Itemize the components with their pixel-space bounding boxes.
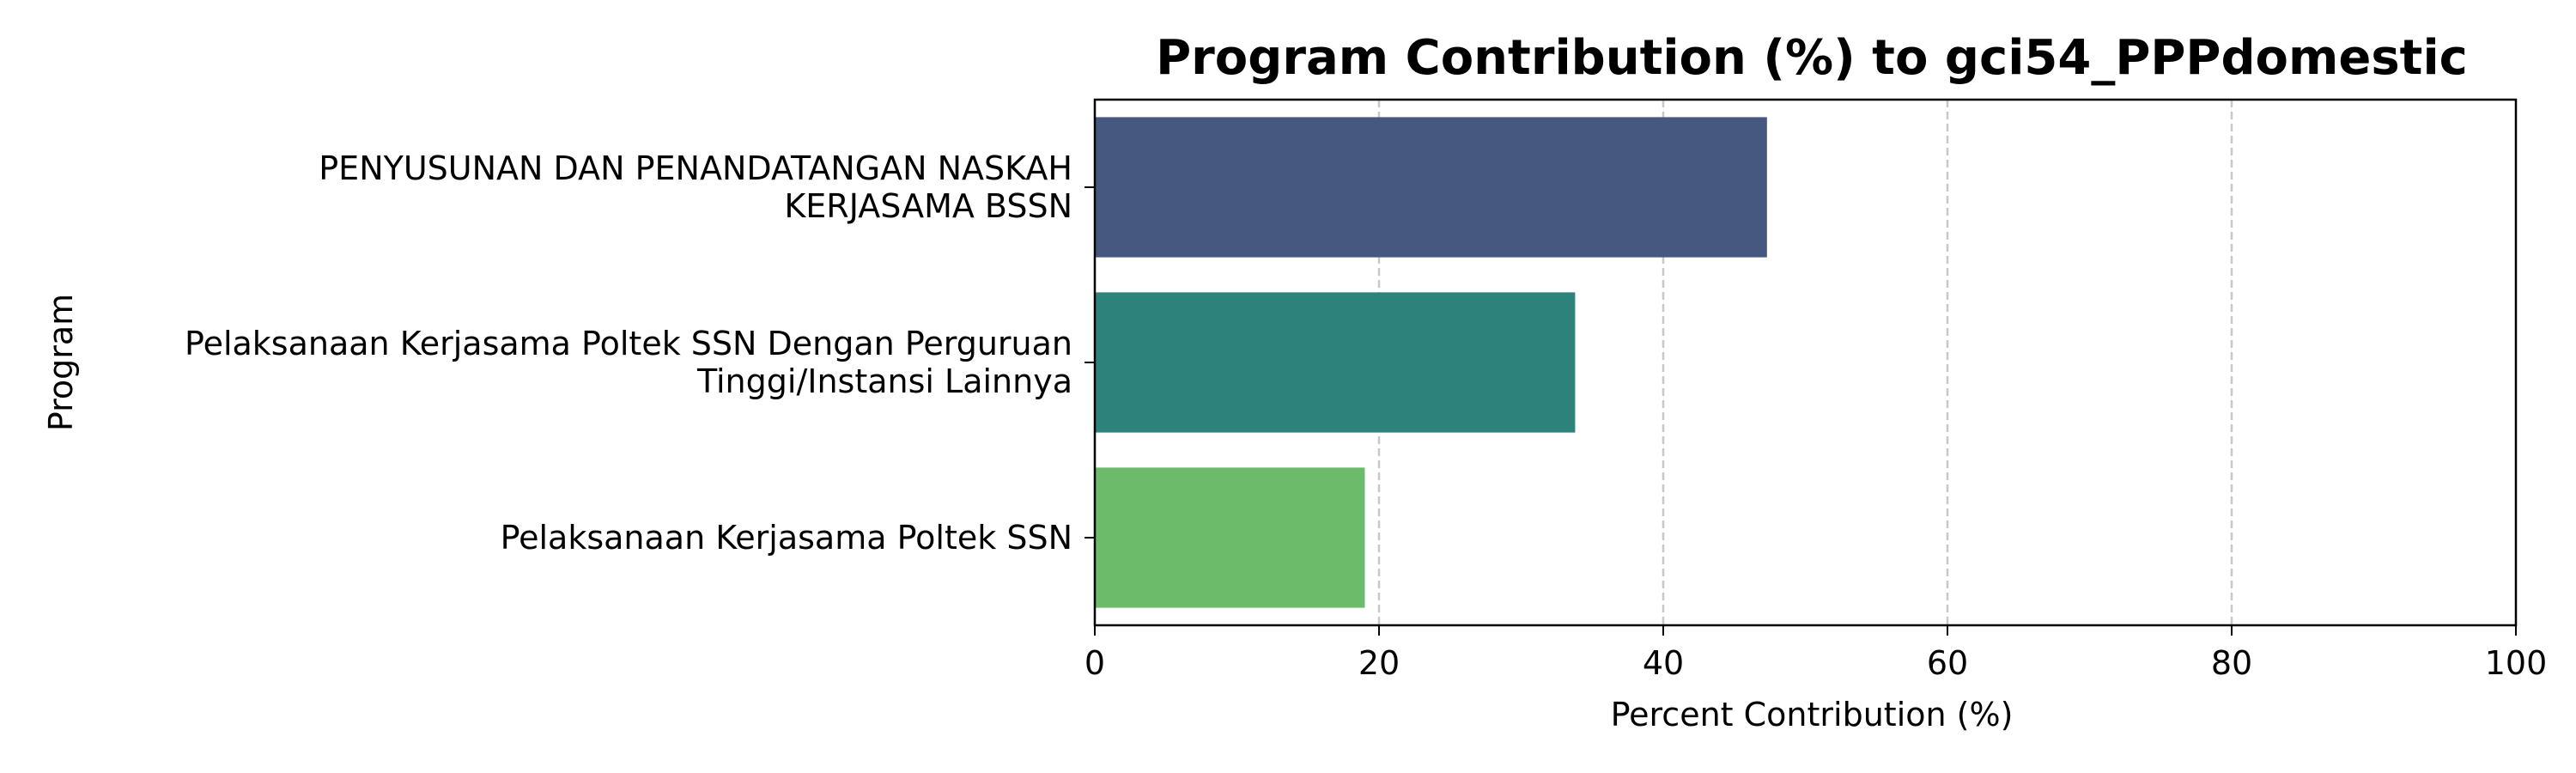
y-tick-label: PENYUSUNAN DAN PENANDATANGAN NASKAH [319, 149, 1072, 187]
x-tick-label: 100 [2485, 644, 2548, 682]
bar [1095, 292, 1576, 433]
y-tick-label: Tinggi/Instansi Lainnya [696, 362, 1072, 400]
bar [1095, 117, 1767, 258]
chart-title: Program Contribution (%) to gci54_PPPdom… [1156, 30, 2468, 86]
bar [1095, 467, 1365, 608]
y-tick-label: Pelaksanaan Kerjasama Poltek SSN Dengan … [185, 325, 1072, 362]
plot-area: PENYUSUNAN DAN PENANDATANGAN NASKAHKERJA… [185, 98, 2548, 682]
x-tick-label: 0 [1084, 644, 1105, 682]
y-tick-label: KERJASAMA BSSN [784, 187, 1072, 225]
y-tick-label: Pelaksanaan Kerjasama Poltek SSN [501, 519, 1072, 557]
x-tick-label: 20 [1358, 644, 1400, 682]
x-tick-label: 40 [1643, 644, 1684, 682]
y-axis-label: Program [42, 294, 80, 431]
x-tick-label: 80 [2211, 644, 2252, 682]
x-tick-label: 60 [1927, 644, 1968, 682]
x-axis-label: Percent Contribution (%) [1611, 696, 2014, 733]
plot-frame [1093, 98, 2518, 627]
